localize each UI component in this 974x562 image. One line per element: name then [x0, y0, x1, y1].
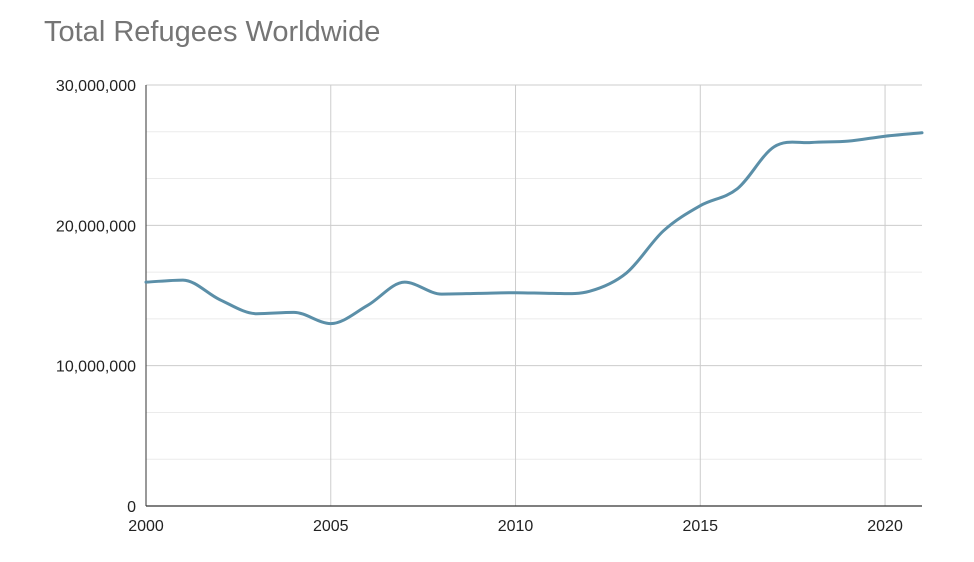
- axes: [145, 85, 922, 507]
- chart-title: Total Refugees Worldwide: [44, 16, 381, 48]
- x-tick-label: 2020: [867, 518, 903, 535]
- gridlines: [146, 84, 922, 506]
- y-tick-label: 20,000,000: [56, 218, 136, 235]
- tick-labels: 0 10,000,000 20,000,000 30,000,000 2000 2005 2…: [56, 78, 903, 535]
- x-tick-label: 2005: [313, 518, 349, 535]
- y-tick-label: 0: [127, 499, 136, 516]
- y-tick-label: 30,000,000: [56, 78, 136, 95]
- x-tick-label: 2000: [128, 518, 164, 535]
- x-tick-label: 2015: [682, 518, 718, 535]
- series-line: [144, 131, 924, 326]
- x-tick-label: 2010: [498, 518, 534, 535]
- series-layer: [144, 131, 924, 326]
- y-tick-label: 10,000,000: [56, 359, 136, 376]
